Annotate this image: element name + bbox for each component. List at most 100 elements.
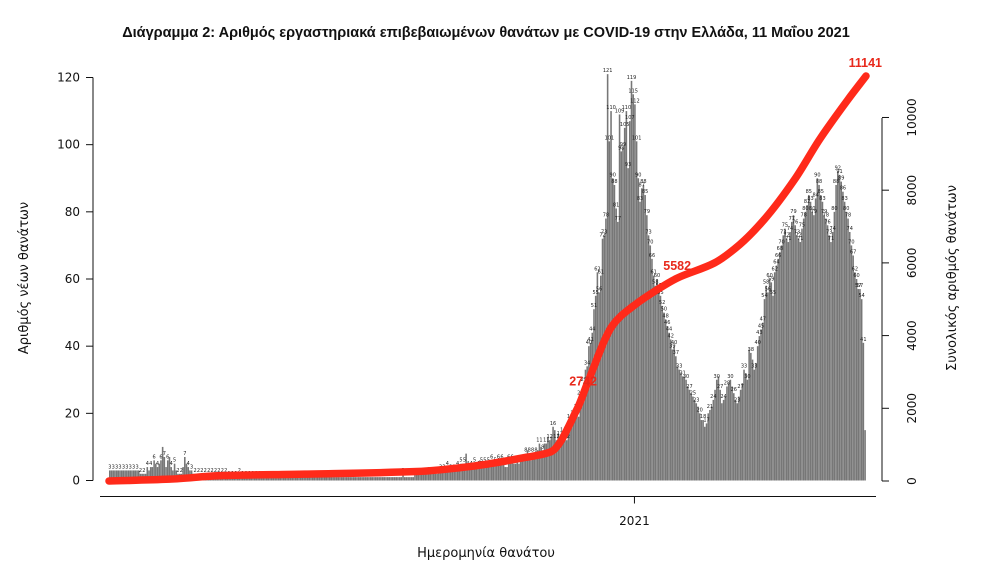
bar <box>605 218 607 481</box>
bar-value-label: 3 <box>122 464 125 470</box>
bar <box>166 460 169 481</box>
bar-value-label: 82 <box>804 199 810 205</box>
bar <box>294 477 297 481</box>
bar <box>306 477 309 481</box>
bar <box>318 477 321 481</box>
bar <box>472 463 474 481</box>
bar <box>548 440 551 481</box>
bar <box>555 440 558 481</box>
bar <box>259 477 261 481</box>
bar <box>859 289 861 481</box>
bar <box>779 252 781 481</box>
bar <box>470 467 473 481</box>
bar <box>564 426 566 481</box>
bar <box>690 393 692 481</box>
bar <box>692 396 694 481</box>
bar-value-label: 6 <box>497 454 500 460</box>
bar <box>371 477 374 481</box>
bar <box>584 369 587 481</box>
bar <box>127 470 130 481</box>
bar <box>298 477 300 481</box>
bar <box>328 477 331 481</box>
bar <box>681 376 684 481</box>
bar <box>698 413 701 481</box>
bar <box>635 141 638 481</box>
bar <box>247 477 249 481</box>
bar-value-label: 6 <box>153 454 156 460</box>
bar <box>574 413 577 481</box>
bar <box>334 477 336 481</box>
y-axis-right: 0 2000 4000 6000 8000 10000 <box>881 98 919 485</box>
bar <box>594 295 597 481</box>
y-tick-label: 0 <box>72 474 80 488</box>
bar <box>640 188 643 481</box>
bar <box>288 477 290 481</box>
bar-value-label: 55 <box>770 290 776 296</box>
bar <box>726 386 728 481</box>
bar <box>422 473 425 481</box>
bar <box>414 473 416 481</box>
bar <box>862 342 865 481</box>
bar <box>313 477 316 481</box>
bar <box>748 349 750 481</box>
bar <box>252 477 254 481</box>
bar-value-label: 2 <box>197 468 200 474</box>
bar-value-label: 37 <box>673 350 679 356</box>
bar-value-label: 99 <box>620 142 626 148</box>
bar <box>436 473 438 481</box>
bar <box>705 423 708 481</box>
bar <box>519 456 522 481</box>
bar <box>410 477 413 481</box>
bar <box>155 463 157 481</box>
bar-value-label: 74 <box>847 226 853 232</box>
bar-value-label: 18 <box>700 414 706 420</box>
bar <box>664 319 667 481</box>
bar <box>719 389 721 481</box>
bar <box>842 191 844 481</box>
bar <box>168 456 171 481</box>
bar <box>327 477 329 481</box>
bar <box>269 477 271 481</box>
bar <box>407 477 409 481</box>
bar-value-label: 105 <box>620 122 630 128</box>
bar <box>721 403 723 481</box>
bar <box>509 456 512 481</box>
bar <box>363 477 365 481</box>
bar <box>632 94 634 481</box>
bar <box>448 470 450 481</box>
bar-value-label: 54 <box>761 293 767 299</box>
y-axis-title: Αριθμός νέων θανάτων <box>17 202 32 354</box>
bar-value-label: 2 <box>217 468 220 474</box>
bar-value-label: 40 <box>754 340 760 346</box>
bar <box>697 406 699 481</box>
bar-value-label: 88 <box>640 179 646 185</box>
bar <box>317 477 319 481</box>
bar <box>598 292 600 481</box>
bar <box>651 258 653 481</box>
bar-value-label: 60 <box>853 273 859 279</box>
bar <box>843 201 846 481</box>
bar <box>760 329 762 481</box>
bar <box>322 477 324 481</box>
bar <box>652 275 655 481</box>
bar <box>468 467 471 481</box>
bar-value-label: 68 <box>777 246 783 252</box>
y2-tick-label: 0 <box>905 477 919 485</box>
bar <box>755 362 757 481</box>
bar <box>117 470 120 481</box>
bar-value-label: 88 <box>833 179 839 185</box>
bar <box>477 467 479 481</box>
bar-value-label: 98 <box>618 145 624 151</box>
bar-value-label: 2 <box>204 468 207 474</box>
bar <box>351 477 353 481</box>
bar-value-label: 50 <box>661 307 667 313</box>
bar <box>577 416 580 481</box>
bar <box>330 477 333 481</box>
bar-value-label: 90 <box>610 172 616 178</box>
bar-value-label: 119 <box>627 75 637 81</box>
bar-value-label: 28 <box>724 380 730 386</box>
bar <box>289 477 292 481</box>
bar-value-label: 79 <box>790 209 796 215</box>
bar <box>499 460 502 481</box>
bar <box>484 463 486 481</box>
